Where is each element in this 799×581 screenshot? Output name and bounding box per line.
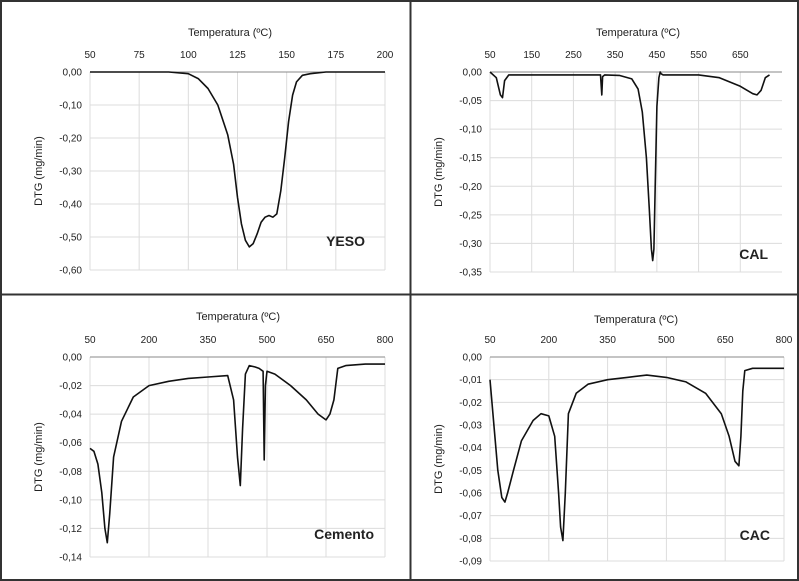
- y-tick-label: -0,20: [459, 182, 482, 193]
- x-tick-label: 175: [327, 50, 344, 61]
- y-tick-label: -0,04: [59, 410, 82, 421]
- panel-label: Cemento: [314, 526, 374, 542]
- dtg-series-line: [90, 71, 385, 248]
- x-tick-label: 800: [776, 335, 793, 346]
- y-tick-label: -0,40: [59, 200, 82, 211]
- y-tick-label: 0,00: [63, 353, 83, 364]
- panel-label: YESO: [326, 233, 365, 249]
- x-tick-label: 550: [690, 50, 707, 61]
- x-tick-label: 150: [278, 50, 295, 61]
- y-tick-label: -0,05: [459, 96, 482, 107]
- y-tick-label: -0,20: [59, 134, 82, 145]
- x-tick-label: 650: [732, 50, 749, 61]
- x-tick-label: 500: [259, 335, 276, 346]
- x-tick-label: 50: [84, 335, 96, 346]
- x-axis-label: Temperatura (ºC): [188, 27, 272, 39]
- y-tick-label: -0,14: [59, 553, 82, 564]
- y-axis-label: DTG (mg/min): [433, 137, 445, 207]
- y-tick-label: -0,02: [459, 398, 482, 409]
- y-tick-label: 0,00: [463, 68, 483, 79]
- y-tick-label: -0,35: [459, 268, 482, 279]
- y-tick-label: -0,50: [59, 233, 82, 244]
- x-tick-label: 125: [229, 50, 246, 61]
- x-tick-label: 50: [84, 50, 96, 61]
- y-tick-label: -0,05: [459, 466, 482, 477]
- x-axis-label: Temperatura (ºC): [196, 311, 280, 323]
- y-tick-label: -0,30: [459, 239, 482, 250]
- x-tick-label: 200: [377, 50, 394, 61]
- y-tick-label: -0,07: [459, 511, 482, 522]
- x-axis-label: Temperatura (ºC): [594, 314, 678, 326]
- x-tick-label: 650: [717, 335, 734, 346]
- y-tick-label: -0,25: [459, 210, 482, 221]
- dtg-series-line: [89, 363, 385, 544]
- y-tick-label: -0,02: [59, 381, 82, 392]
- y-tick-label: -0,12: [59, 524, 82, 535]
- y-tick-label: -0,15: [459, 153, 482, 164]
- x-tick-label: 200: [540, 335, 557, 346]
- y-tick-label: -0,10: [59, 101, 82, 112]
- dtg-series-line: [489, 367, 784, 542]
- y-tick-label: -0,30: [59, 167, 82, 178]
- y-tick-label: 0,00: [63, 68, 83, 79]
- x-tick-label: 350: [607, 50, 624, 61]
- y-tick-label: -0,10: [59, 495, 82, 506]
- x-tick-label: 350: [599, 335, 616, 346]
- x-tick-label: 250: [565, 50, 582, 61]
- chart-panel-4: 50 200 350 500 650 800 0,00 -0,01 -0,02 -0,03 -0,0…: [433, 314, 793, 568]
- y-tick-label: -0,60: [59, 266, 82, 277]
- y-tick-label: -0,06: [459, 489, 482, 500]
- y-tick-label: -0,04: [459, 443, 482, 454]
- x-tick-label: 75: [134, 50, 146, 61]
- y-tick-label: -0,09: [459, 557, 482, 568]
- x-tick-label: 100: [180, 50, 197, 61]
- x-tick-label: 350: [200, 335, 217, 346]
- y-axis-label: DTG (mg/min): [433, 424, 445, 494]
- y-axis-label: DTG (mg/min): [33, 136, 45, 206]
- x-axis-label: Temperatura (ºC): [596, 27, 680, 39]
- y-tick-label: -0,01: [459, 375, 482, 386]
- y-tick-label: -0,10: [459, 125, 482, 136]
- x-tick-label: 200: [141, 335, 158, 346]
- panel-label: CAL: [739, 246, 768, 262]
- y-tick-label: -0,08: [59, 467, 82, 478]
- chart-panel-2: 50 150 250 350 450 550 650 0,00 -0,05 -0,10 -0,15 -…: [433, 27, 782, 279]
- x-tick-label: 50: [484, 50, 496, 61]
- x-tick-label: 650: [318, 335, 335, 346]
- x-tick-label: 150: [523, 50, 540, 61]
- y-tick-label: -0,06: [59, 438, 82, 449]
- y-tick-label: 0,00: [463, 353, 483, 364]
- chart-panel-1: 50 75 100 125 150 175 200 0,00 -0,10 -0,20 -0,30 -0…: [33, 27, 394, 277]
- y-tick-label: -0,03: [459, 421, 482, 432]
- x-tick-label: 800: [377, 335, 394, 346]
- dtg-series-line: [489, 71, 770, 262]
- x-tick-label: 500: [658, 335, 675, 346]
- y-axis-label: DTG (mg/min): [33, 422, 45, 492]
- x-tick-label: 450: [649, 50, 666, 61]
- chart-panel-3: 50 200 350 500 650 800 0,00 -0,02 -0,04 -0,06 -0,0…: [33, 311, 394, 564]
- y-tick-label: -0,08: [459, 534, 482, 545]
- x-tick-label: 50: [484, 335, 496, 346]
- panel-label: CAC: [740, 527, 770, 543]
